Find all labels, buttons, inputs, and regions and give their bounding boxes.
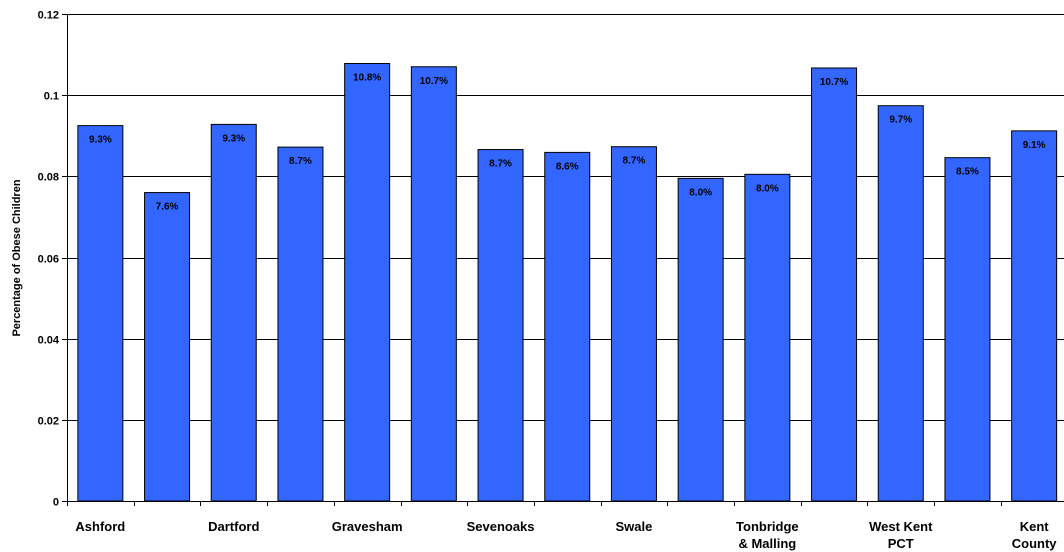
bar: [944, 157, 991, 502]
x-category-label-line: Kent: [1020, 519, 1050, 534]
data-label: 9.1%: [1023, 140, 1046, 151]
bar: [410, 66, 457, 502]
bar: [1011, 130, 1058, 502]
data-label: 9.3%: [222, 133, 245, 144]
x-category-label-line: PCT: [888, 536, 914, 551]
bars: [77, 63, 1058, 502]
data-label: 8.7%: [623, 156, 646, 167]
bar: [277, 146, 324, 502]
x-category-label: Kent County: [1012, 519, 1058, 551]
x-category-label: Gravesham: [332, 519, 403, 534]
data-label: 10.7%: [420, 76, 448, 87]
x-category-label: Ashford: [75, 519, 125, 534]
bar: [210, 123, 257, 502]
y-tick-label: 0.12: [38, 10, 59, 22]
bar: [811, 67, 858, 502]
x-category-label-line: & Malling: [738, 536, 796, 551]
data-label: 9.3%: [89, 135, 112, 146]
data-label: 10.7%: [820, 77, 848, 88]
x-category-label: Dartford: [208, 519, 259, 534]
x-category-label: West Kent PCT: [869, 519, 933, 551]
axes: [62, 14, 1064, 506]
x-category-label-line: Dartford: [208, 519, 259, 534]
y-tick-label: 0.06: [38, 254, 59, 266]
y-tick-label: 0: [53, 497, 59, 509]
x-category-label-line: Swale: [616, 519, 653, 534]
bar: [610, 146, 657, 502]
x-category-label-line: Tonbridge: [736, 519, 799, 534]
bar: [744, 173, 791, 502]
bar: [544, 151, 591, 502]
x-category-label-line: Gravesham: [332, 519, 403, 534]
bar: [344, 63, 391, 502]
bar: [877, 105, 924, 502]
x-category-label: Tonbridge & Malling: [736, 519, 799, 551]
y-tick-label: 0.1: [44, 91, 59, 103]
bar: [477, 149, 524, 502]
x-category-label-line: Sevenoaks: [467, 519, 535, 534]
x-category-label-line: County: [1012, 536, 1058, 551]
data-label: 8.0%: [689, 187, 712, 198]
x-category-label: Swale: [616, 519, 653, 534]
x-category-label-line: West Kent: [869, 519, 933, 534]
labels: 0 0.02 0.04 0.06 0.08 0.1 0.12 9.3% 7.6% 9.3% 8.7%…: [38, 10, 1058, 552]
y-axis-title: Percentage of Obese Children: [11, 179, 23, 336]
y-tick-label: 0.02: [38, 416, 59, 428]
data-label: 8.5%: [956, 167, 979, 178]
data-label: 8.7%: [489, 159, 512, 170]
data-label: 10.8%: [353, 73, 381, 84]
data-label: 7.6%: [156, 202, 179, 213]
y-tick-label: 0.04: [38, 335, 60, 347]
x-category-label: Sevenoaks: [467, 519, 535, 534]
data-label: 8.7%: [289, 156, 312, 167]
y-tick-label: 0.08: [38, 172, 59, 184]
bar: [144, 192, 191, 502]
bar: [77, 125, 124, 502]
data-label: 8.6%: [556, 161, 579, 172]
data-label: 8.0%: [756, 183, 779, 194]
x-category-label-line: Ashford: [75, 519, 125, 534]
data-label: 9.7%: [889, 115, 912, 126]
bar: [677, 177, 724, 502]
